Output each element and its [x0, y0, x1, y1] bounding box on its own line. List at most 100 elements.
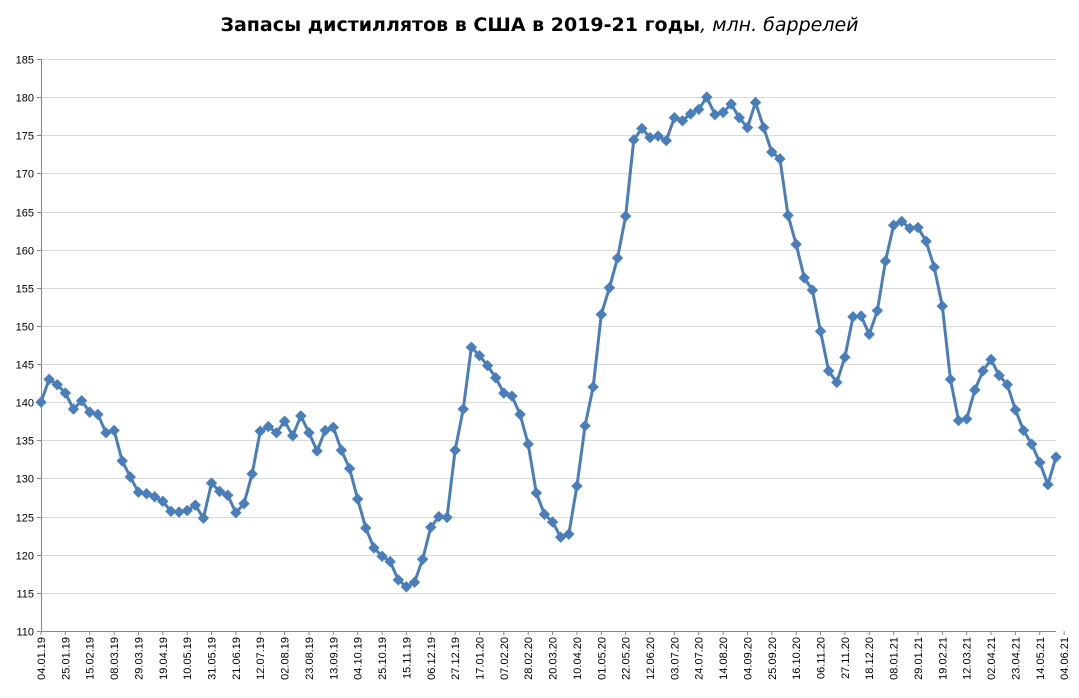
data-point [969, 384, 981, 396]
data-point [766, 146, 778, 158]
data-point [473, 349, 486, 362]
data-point [327, 421, 340, 434]
x-tick-label: 23.08.19 [304, 637, 316, 680]
data-point [335, 444, 348, 456]
y-tick-labels: 110 115 120 125 130 135 140 145 150 155 160 165 170 1… [16, 55, 34, 639]
y-tick-label: 140 [16, 398, 34, 410]
data-point [879, 255, 892, 267]
data-point [717, 106, 729, 119]
data-point [977, 365, 989, 377]
data-point [619, 210, 632, 222]
data-point [181, 504, 193, 517]
data-point [222, 489, 234, 501]
chart-title: Запасы дистиллятов в США в 2019-21 годы,… [0, 14, 1079, 36]
data-point [481, 359, 494, 372]
data-point [165, 505, 177, 517]
data-point [368, 542, 380, 554]
data-point [433, 510, 445, 523]
data-point [676, 115, 689, 127]
data-point [1050, 451, 1062, 463]
x-tick-label: 16.10.20 [791, 637, 803, 680]
x-tick-label: 14.08.20 [718, 637, 730, 680]
data-point [831, 376, 843, 389]
data-point [246, 468, 258, 480]
data-point [270, 426, 283, 439]
data-point [960, 413, 973, 425]
x-tick-label: 22.05.20 [621, 637, 633, 680]
data-point [498, 387, 510, 399]
data-point [213, 485, 226, 498]
data-point [887, 219, 900, 231]
data-point [636, 122, 648, 135]
data-point [108, 424, 120, 437]
data-series [35, 91, 1062, 593]
data-point [579, 420, 591, 432]
data-point [205, 477, 218, 489]
data-point [189, 499, 201, 511]
data-point [416, 553, 429, 566]
data-point [351, 493, 364, 505]
data-point [75, 394, 88, 407]
chart-title-main: Запасы дистиллятов в США в 2019-21 годы [220, 14, 701, 36]
x-tick-label: 28.02.20 [523, 637, 535, 680]
data-point [441, 511, 453, 524]
x-tick-label: 06.11.20 [816, 637, 828, 679]
data-point [563, 528, 575, 540]
x-tick-label: 10.04.20 [572, 637, 584, 680]
data-point [514, 408, 526, 421]
data-point [287, 430, 299, 442]
data-point [311, 445, 323, 457]
x-tick-label: 27.11.20 [840, 637, 852, 679]
data-point [896, 215, 908, 228]
data-point [790, 238, 802, 251]
data-point [1042, 478, 1054, 491]
data-point [684, 108, 697, 120]
data-point [936, 300, 949, 312]
data-point [100, 426, 112, 439]
data-point [839, 351, 851, 363]
data-point [546, 516, 559, 528]
data-point [35, 396, 47, 408]
data-point [538, 508, 551, 521]
data-point [822, 365, 835, 377]
y-tick-label: 125 [16, 513, 34, 525]
data-point [855, 310, 867, 322]
x-tick-label: 12.07.19 [255, 637, 267, 680]
data-point [733, 112, 746, 124]
axes [37, 59, 1065, 635]
x-tick-label: 29.01.21 [913, 637, 925, 680]
data-point [611, 252, 624, 264]
data-point [132, 486, 145, 498]
x-tick-label: 18.12.20 [864, 637, 876, 680]
data-point [806, 284, 819, 296]
data-point [928, 261, 940, 273]
x-tick-label: 25.10.19 [377, 637, 389, 680]
y-tick-label: 115 [16, 589, 34, 601]
series-line [39, 95, 1058, 589]
x-tick-label: 25.09.20 [767, 637, 779, 680]
data-point [303, 426, 315, 439]
data-point [116, 455, 128, 467]
y-tick-label: 110 [16, 627, 34, 639]
data-point [254, 425, 266, 437]
data-point [693, 103, 705, 116]
data-point [343, 462, 356, 475]
data-point [1034, 456, 1046, 469]
data-point [993, 369, 1005, 382]
data-point [595, 308, 607, 321]
data-point [376, 550, 388, 562]
y-tick-label: 160 [16, 246, 34, 258]
data-point [863, 328, 875, 341]
y-tick-label: 145 [16, 360, 34, 372]
y-tick-label: 155 [16, 284, 34, 296]
data-point [173, 506, 185, 518]
data-point [319, 424, 331, 437]
data-point [51, 378, 63, 391]
data-point [701, 91, 713, 103]
data-point [522, 438, 534, 450]
y-tick-label: 170 [16, 169, 34, 181]
x-tick-label: 12.03.21 [962, 637, 974, 680]
x-tick-label: 10.05.19 [182, 637, 194, 680]
data-point [278, 415, 291, 427]
x-tick-label: 08.03.19 [109, 637, 121, 680]
